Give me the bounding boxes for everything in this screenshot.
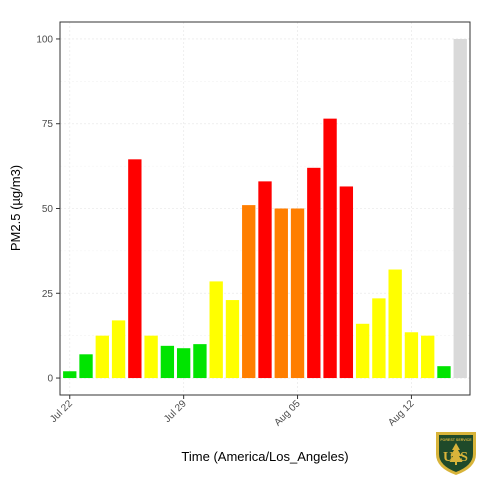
bars-group bbox=[63, 38, 467, 379]
bar bbox=[160, 345, 175, 379]
tree-icon bbox=[449, 443, 463, 462]
bar bbox=[307, 167, 321, 379]
bar bbox=[242, 205, 256, 379]
bar bbox=[437, 366, 451, 379]
bar bbox=[388, 269, 402, 379]
bar bbox=[258, 181, 272, 379]
bar bbox=[372, 298, 386, 379]
logo-subtext: FOREST SERVICE bbox=[440, 438, 472, 442]
bar bbox=[453, 38, 467, 379]
bar bbox=[355, 323, 370, 379]
bar bbox=[111, 320, 126, 379]
bar bbox=[128, 159, 142, 379]
x-axis-title: Time (America/Los_Angeles) bbox=[181, 449, 348, 464]
bar bbox=[339, 186, 354, 379]
bar bbox=[144, 335, 158, 379]
logo-letter-u: U bbox=[443, 450, 453, 465]
tree-trunk bbox=[455, 462, 457, 465]
logo-letter-s: S bbox=[460, 450, 468, 465]
y-tick-label: 75 bbox=[42, 119, 54, 130]
bar bbox=[209, 281, 223, 379]
bar bbox=[290, 208, 305, 379]
bar bbox=[176, 348, 191, 379]
y-axis-title: PM2.5 (µg/m3) bbox=[8, 165, 23, 251]
bar bbox=[193, 344, 207, 379]
bar bbox=[323, 118, 337, 379]
bar bbox=[63, 371, 77, 379]
bar bbox=[404, 332, 419, 379]
bar bbox=[421, 335, 435, 379]
bar bbox=[95, 335, 109, 379]
bar bbox=[225, 300, 240, 379]
bar bbox=[274, 208, 288, 379]
y-tick-label: 25 bbox=[42, 289, 54, 300]
y-axis: 0 25 50 75 100 bbox=[36, 34, 60, 385]
bar bbox=[79, 354, 93, 379]
y-tick-label: 100 bbox=[36, 34, 53, 45]
y-tick-label: 50 bbox=[42, 204, 54, 215]
y-tick-label: 0 bbox=[47, 374, 53, 385]
forest-service-shield-logo: FOREST SERVICE U S bbox=[436, 432, 476, 475]
